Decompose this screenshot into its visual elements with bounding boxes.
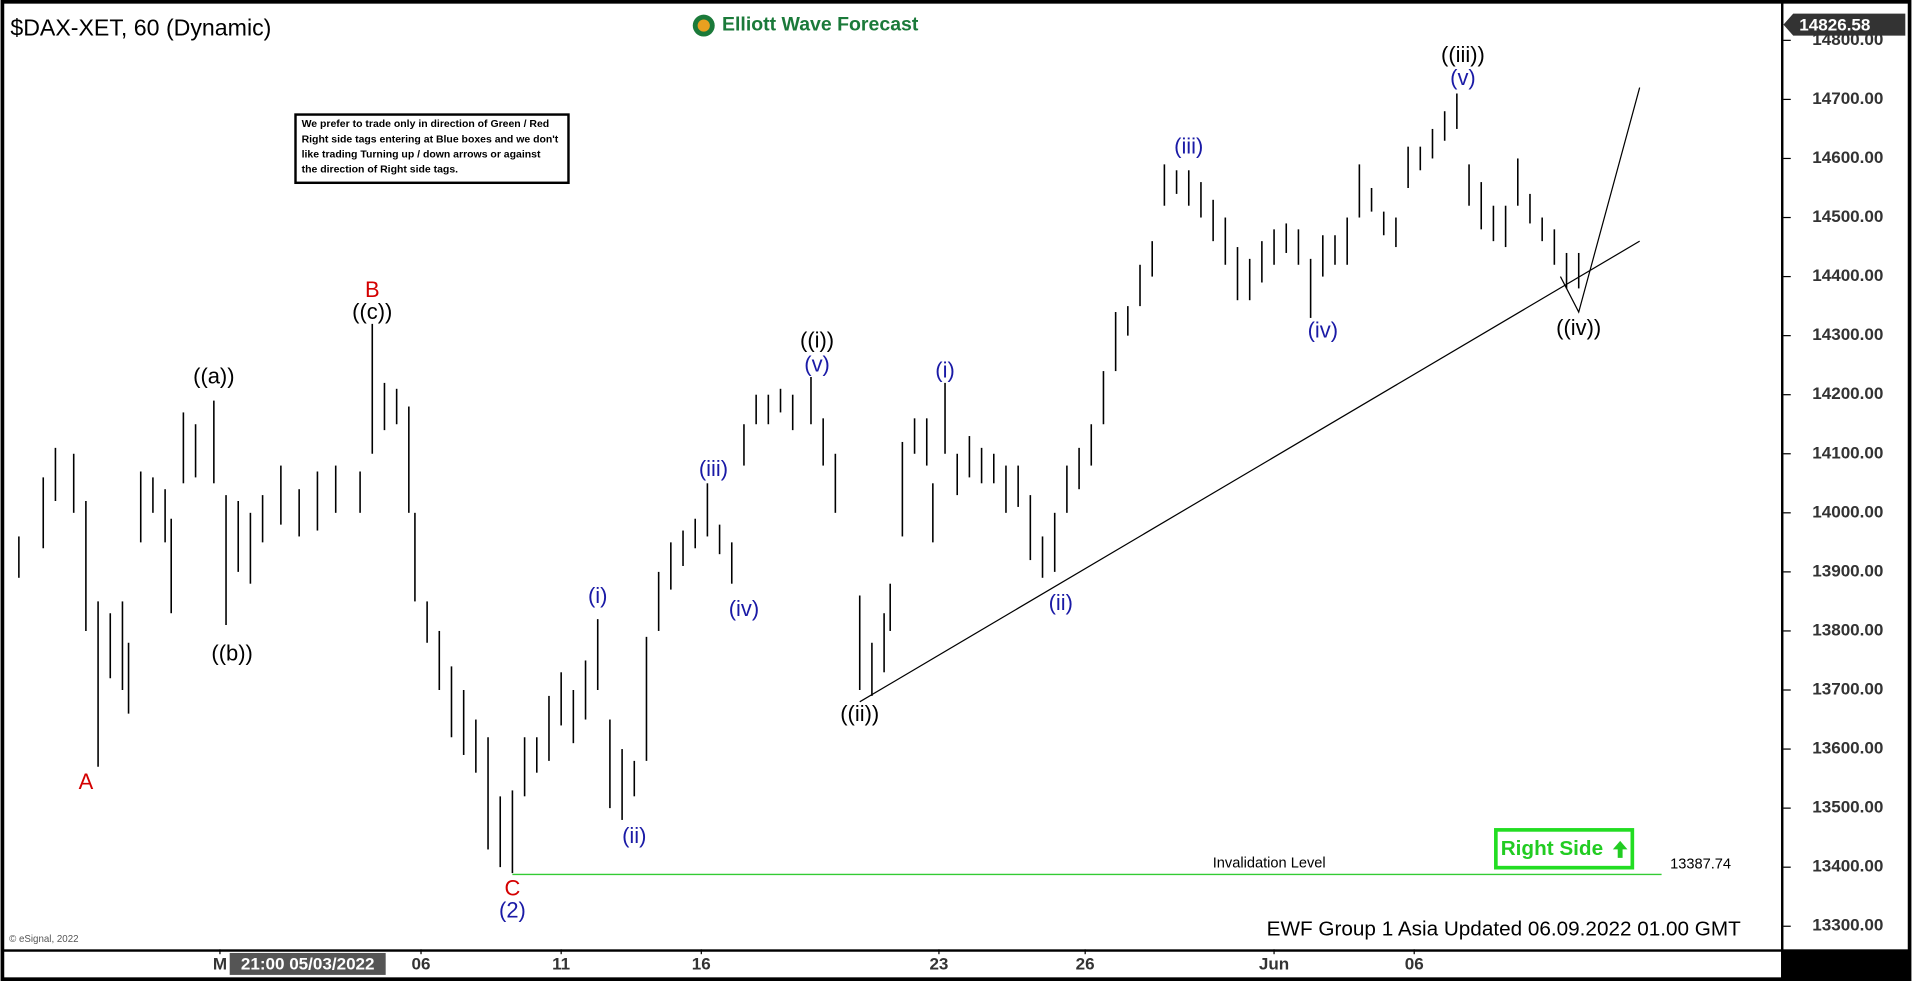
x-tick-label: 23 bbox=[929, 955, 948, 974]
wave-label: ((b)) bbox=[211, 640, 252, 665]
cursor-label-bg bbox=[229, 952, 386, 975]
y-tick-label: 14300.00 bbox=[1812, 325, 1883, 344]
note-line: We prefer to trade only in direction of … bbox=[302, 119, 550, 130]
x-tick-label: Jun bbox=[1259, 955, 1289, 974]
plot-area bbox=[4, 3, 1782, 950]
cursor-label: 21:00 05/03/2022 bbox=[241, 955, 375, 974]
y-tick-label: 14400.00 bbox=[1812, 266, 1883, 285]
wave-label: (i) bbox=[588, 583, 607, 608]
note-box bbox=[294, 113, 570, 185]
x-tick-label: 26 bbox=[1076, 955, 1095, 974]
logo-icon-inner bbox=[697, 19, 710, 32]
wave-label: (iv) bbox=[729, 596, 759, 621]
invalidation-value: 13387.74 bbox=[1670, 857, 1731, 873]
wave-label: (iv) bbox=[1308, 317, 1338, 342]
logo-text: Elliott Wave Forecast bbox=[722, 14, 919, 36]
wave-label: (ii) bbox=[622, 823, 646, 848]
x-tick-label: M bbox=[213, 955, 227, 974]
y-tick-label: 13400.00 bbox=[1812, 857, 1883, 876]
wave-label: ((a)) bbox=[193, 363, 234, 388]
wave-label: ((i)) bbox=[800, 327, 834, 352]
wave-label: A bbox=[79, 769, 94, 794]
note-line: like trading Turning up / down arrows or… bbox=[302, 150, 541, 161]
x-tick-label: 16 bbox=[692, 955, 711, 974]
y-tick-label: 13600.00 bbox=[1812, 739, 1883, 758]
y-tick-label: 14000.00 bbox=[1812, 502, 1883, 521]
wave-label: (v) bbox=[804, 352, 830, 377]
x-tick-label: 11 bbox=[552, 955, 570, 974]
wave-label: (ii) bbox=[1049, 590, 1073, 615]
y-tick-label: 13700.00 bbox=[1812, 680, 1883, 699]
right-side-text: Right Side bbox=[1501, 837, 1603, 860]
plot: Invalidation Level 13387.74A((a))((b))B((… bbox=[18, 42, 1731, 922]
y-tick-label: 14100.00 bbox=[1812, 443, 1883, 462]
wave-label: ((iii)) bbox=[1441, 42, 1485, 67]
invalidation-label: Invalidation Level bbox=[1213, 855, 1326, 871]
price-axis bbox=[1783, 3, 1908, 950]
wave-label: C bbox=[504, 875, 520, 900]
y-tick-label: 14200.00 bbox=[1812, 384, 1883, 403]
trend-line bbox=[859, 240, 1640, 703]
note: We prefer to trade only in direction of … bbox=[302, 119, 559, 176]
last-price-tag bbox=[1783, 13, 1906, 36]
wave-label: (i) bbox=[935, 357, 954, 382]
y-tick-label: 13300.00 bbox=[1812, 916, 1883, 935]
y-tick-label: 14500.00 bbox=[1812, 207, 1883, 226]
wave-label: B bbox=[365, 277, 380, 302]
trend-line bbox=[1559, 87, 1641, 314]
wave-label: (2) bbox=[499, 897, 526, 922]
y-tick-label: 13800.00 bbox=[1812, 620, 1883, 639]
right-side-box bbox=[1494, 828, 1635, 870]
note-line: Right side tags entering at Blue boxes a… bbox=[302, 134, 559, 145]
wave-label: ((c)) bbox=[352, 299, 392, 324]
y-tick-label: 14600.00 bbox=[1812, 148, 1883, 167]
wave-label: ((ii)) bbox=[840, 701, 879, 726]
copyright: © eSignal, 2022 bbox=[9, 934, 78, 945]
y-tick-label: 14700.00 bbox=[1812, 89, 1883, 108]
note-line: the direction of Right side tags. bbox=[302, 165, 459, 176]
logo: Elliott Wave Forecast bbox=[692, 14, 919, 37]
wave-label: (iii) bbox=[1174, 134, 1203, 159]
wave-label: (v) bbox=[1450, 65, 1476, 90]
footer: EWF Group 1 Asia Updated 06.09.2022 01.0… bbox=[1267, 917, 1741, 940]
y-tick-label: 13900.00 bbox=[1812, 561, 1883, 580]
wave-label: ((iv)) bbox=[1556, 315, 1601, 340]
x-tick-label: 06 bbox=[412, 955, 431, 974]
chart-title: $DAX-XET, 60 (Dynamic) bbox=[10, 14, 271, 40]
last-price-label: 14826.58 bbox=[1799, 15, 1870, 34]
x-tick-label: 06 bbox=[1405, 955, 1424, 974]
y-tick-label: 13500.00 bbox=[1812, 798, 1883, 817]
wave-label: (iii) bbox=[699, 456, 728, 481]
